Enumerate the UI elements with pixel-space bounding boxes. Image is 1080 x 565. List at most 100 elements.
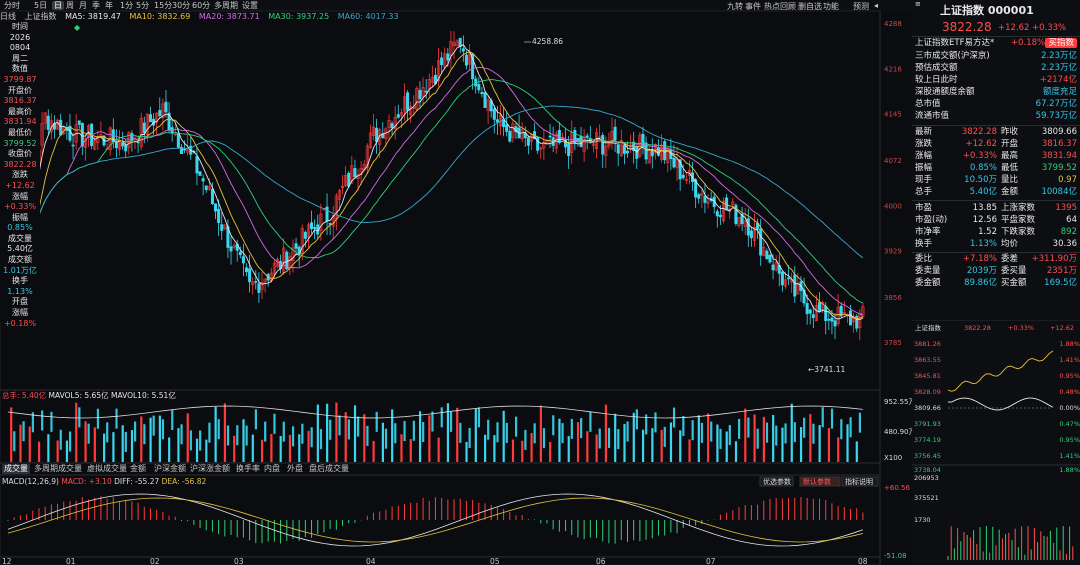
ma30-label: MA30: 3937.25: [268, 12, 330, 21]
volume-bar: [264, 421, 267, 442]
info-value: 收盘价: [8, 149, 32, 159]
quote-key: 预估成交额: [915, 63, 958, 73]
tool-2[interactable]: 热点回顾: [764, 2, 796, 11]
quote-value: 3816.37: [1041, 139, 1077, 149]
info-value: 涨幅: [12, 191, 28, 201]
tab-7[interactable]: 1分: [120, 1, 134, 10]
subtab-7[interactable]: 内盘: [264, 464, 280, 473]
subtab-4[interactable]: 沪深金额: [154, 464, 186, 473]
candle: [576, 138, 580, 141]
volume-bar: [654, 412, 657, 433]
kline-chart[interactable]: 4288 4216 4145 4072 4000 3929 3856 3785 4258.86 ←…: [0, 0, 912, 565]
candle: [313, 226, 317, 229]
subtab-5[interactable]: 沪深涨金额: [190, 464, 230, 473]
tool-3[interactable]: 删自选: [798, 2, 822, 11]
volume-bar: [484, 434, 487, 462]
tab-13[interactable]: 设置: [242, 1, 258, 10]
panel-menu-icon[interactable]: ≡: [915, 0, 921, 8]
candle: [341, 185, 345, 189]
tab-2[interactable]: 日: [52, 1, 64, 10]
volume-bar: [301, 423, 304, 444]
candle: [486, 99, 490, 111]
tool-4[interactable]: 功能: [823, 2, 839, 11]
mini-name: 上证指数: [915, 323, 942, 332]
subtab-6[interactable]: 换手率: [236, 464, 260, 473]
volume-bar: [617, 429, 620, 450]
quote-value: 3809.66: [1041, 127, 1077, 137]
date-tick: 02: [150, 557, 160, 565]
price-tick: 3785: [884, 339, 902, 347]
candle: [483, 92, 487, 108]
tool-1[interactable]: 事件: [745, 2, 761, 11]
candle: [746, 218, 750, 236]
candle: [114, 141, 118, 149]
volume-bar: [477, 407, 481, 428]
tab-3[interactable]: 周: [66, 1, 74, 10]
quote-key: 涨幅: [915, 151, 933, 161]
tab-6[interactable]: 年: [105, 1, 113, 10]
volume-bar: [56, 440, 59, 462]
candle: [164, 101, 168, 113]
macd-button-1: [799, 476, 841, 487]
candle: [402, 96, 406, 112]
candle: [155, 112, 159, 123]
macd-tick: -51.08: [884, 552, 907, 560]
volume-bar: [821, 407, 824, 428]
buy-index-button[interactable]: 买指数: [1045, 38, 1077, 48]
tool-5[interactable]: 预测: [853, 2, 869, 11]
etf-label: 上证指数ETF易方达*: [915, 38, 995, 48]
candle: [331, 215, 335, 227]
tab-4[interactable]: 月: [79, 1, 87, 10]
collapse-icon[interactable]: ◂: [874, 1, 879, 10]
volume-bar: [245, 425, 248, 446]
candle: [207, 186, 211, 190]
volume-bar: [431, 411, 434, 432]
volume-bar: [112, 432, 115, 462]
tab-0[interactable]: 分时: [4, 1, 20, 10]
info-value: 3799.87: [3, 74, 37, 84]
tab-1[interactable]: 5日: [34, 1, 48, 10]
quote-row: 预估成交额 2.23万亿: [915, 63, 1077, 74]
candle: [204, 185, 208, 191]
tab-8[interactable]: 5分: [136, 1, 150, 10]
intraday-mini-chart[interactable]: 上证指数 3822.28 +0.33% +12.62 3881.26 1.88% 3863.…: [912, 320, 1080, 565]
tab-12[interactable]: 多周期: [214, 1, 238, 10]
subtab-1[interactable]: 多周期成交量: [34, 464, 82, 473]
etf-row[interactable]: 上证指数ETF易方达* +0.18% 买指数: [915, 38, 1077, 49]
volume-tick: 480.90万: [884, 428, 912, 436]
volume-bar: [41, 410, 44, 431]
tab-5[interactable]: 季: [92, 1, 100, 10]
volume-bar: [381, 422, 384, 462]
volume-bar: [319, 429, 323, 450]
candle: [737, 217, 741, 226]
tab-11[interactable]: 60分: [192, 1, 211, 10]
candle: [672, 157, 676, 168]
tab-9[interactable]: 15分: [154, 1, 173, 10]
candle: [59, 119, 63, 136]
quote-key: 委卖量: [915, 266, 941, 276]
volume-bar: [338, 415, 341, 436]
volume-bar: [96, 408, 100, 429]
subtab-9[interactable]: 盘后成交量: [309, 464, 349, 473]
quote-value: 67.27万亿: [1035, 99, 1077, 109]
volume-bar: [533, 423, 536, 444]
date-tick: 05: [490, 557, 500, 565]
candle: [291, 247, 295, 262]
quote-key: 总市值: [915, 99, 941, 109]
mini-left-tick: 3828.09: [914, 388, 941, 396]
subtab-2[interactable]: 虚拟成交量: [87, 464, 127, 473]
subtab-8[interactable]: 外盘: [287, 464, 303, 473]
tool-0[interactable]: 九转: [727, 2, 743, 11]
subtab-3[interactable]: 金额: [130, 464, 146, 473]
volume-bar: [679, 430, 682, 462]
volume-bar: [422, 422, 425, 443]
quote-value: 89.86亿: [964, 278, 997, 288]
subtab-0[interactable]: 成交量: [2, 464, 30, 474]
candle: [452, 42, 456, 46]
volume-bar: [493, 435, 496, 462]
candle: [694, 179, 698, 198]
candle: [684, 178, 688, 181]
tab-10[interactable]: 30分: [172, 1, 191, 10]
volume-bar: [217, 419, 220, 440]
macd-tick: +60.56: [884, 484, 910, 492]
